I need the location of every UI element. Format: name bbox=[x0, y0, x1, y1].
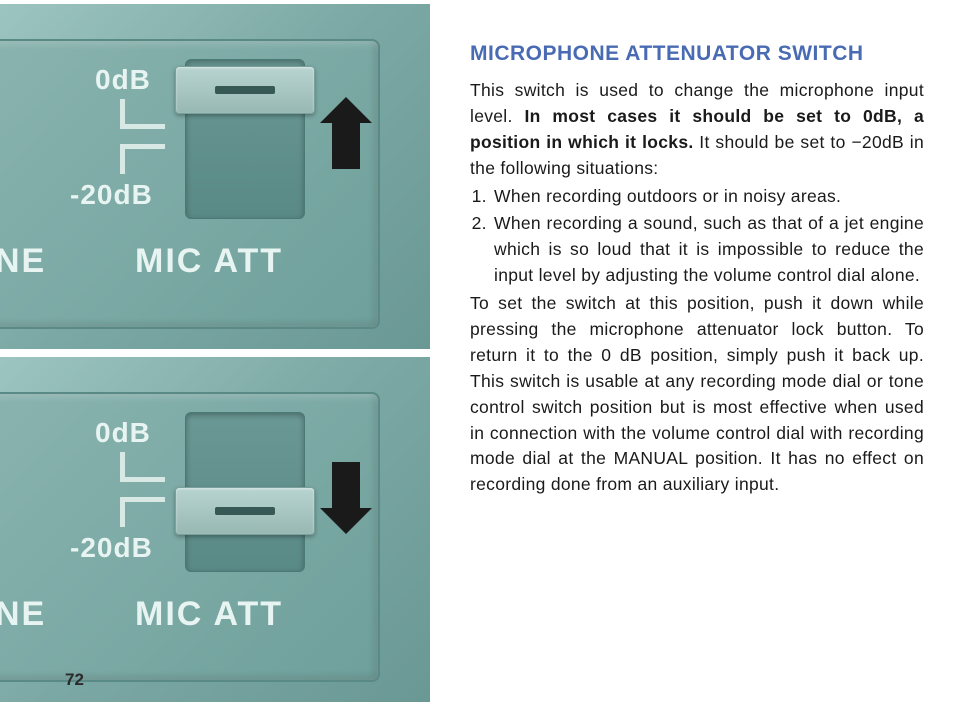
left-column: 0dB -20dB NE MIC ATT 0dB -20dB NE MIC AT… bbox=[0, 0, 430, 711]
mic-att-switch[interactable] bbox=[175, 66, 315, 114]
list-item: When recording outdoors or in noisy area… bbox=[492, 184, 924, 210]
bracket-indicator bbox=[120, 99, 165, 129]
section-heading: MICROPHONE ATTENUATOR SWITCH bbox=[470, 42, 924, 66]
label-mic-att: MIC ATT bbox=[135, 595, 283, 634]
photo-switch-0db: 0dB -20dB NE MIC ATT bbox=[0, 4, 430, 349]
list-item: When recording a sound, such as that of … bbox=[492, 211, 924, 289]
label-0db: 0dB bbox=[95, 64, 151, 96]
bracket-indicator bbox=[120, 452, 165, 482]
photo-switch-neg20db: 0dB -20dB NE MIC ATT 72 bbox=[0, 357, 430, 702]
bracket-indicator bbox=[120, 144, 165, 174]
label-ne: NE bbox=[0, 595, 46, 634]
label-neg20db: -20dB bbox=[70, 532, 153, 564]
situations-list: When recording outdoors or in noisy area… bbox=[470, 184, 924, 290]
intro-paragraph: This switch is used to change the microp… bbox=[470, 78, 924, 182]
arrow-down-icon bbox=[332, 462, 360, 512]
page-number: 72 bbox=[65, 670, 84, 690]
label-ne: NE bbox=[0, 242, 46, 281]
instructions-paragraph: To set the switch at this position, push… bbox=[470, 291, 924, 498]
label-neg20db: -20dB bbox=[70, 179, 153, 211]
mic-att-switch[interactable] bbox=[175, 487, 315, 535]
bracket-indicator bbox=[120, 497, 165, 527]
right-column: MICROPHONE ATTENUATOR SWITCH This switch… bbox=[430, 0, 954, 711]
arrow-up-icon bbox=[332, 119, 360, 169]
label-0db: 0dB bbox=[95, 417, 151, 449]
label-mic-att: MIC ATT bbox=[135, 242, 283, 281]
